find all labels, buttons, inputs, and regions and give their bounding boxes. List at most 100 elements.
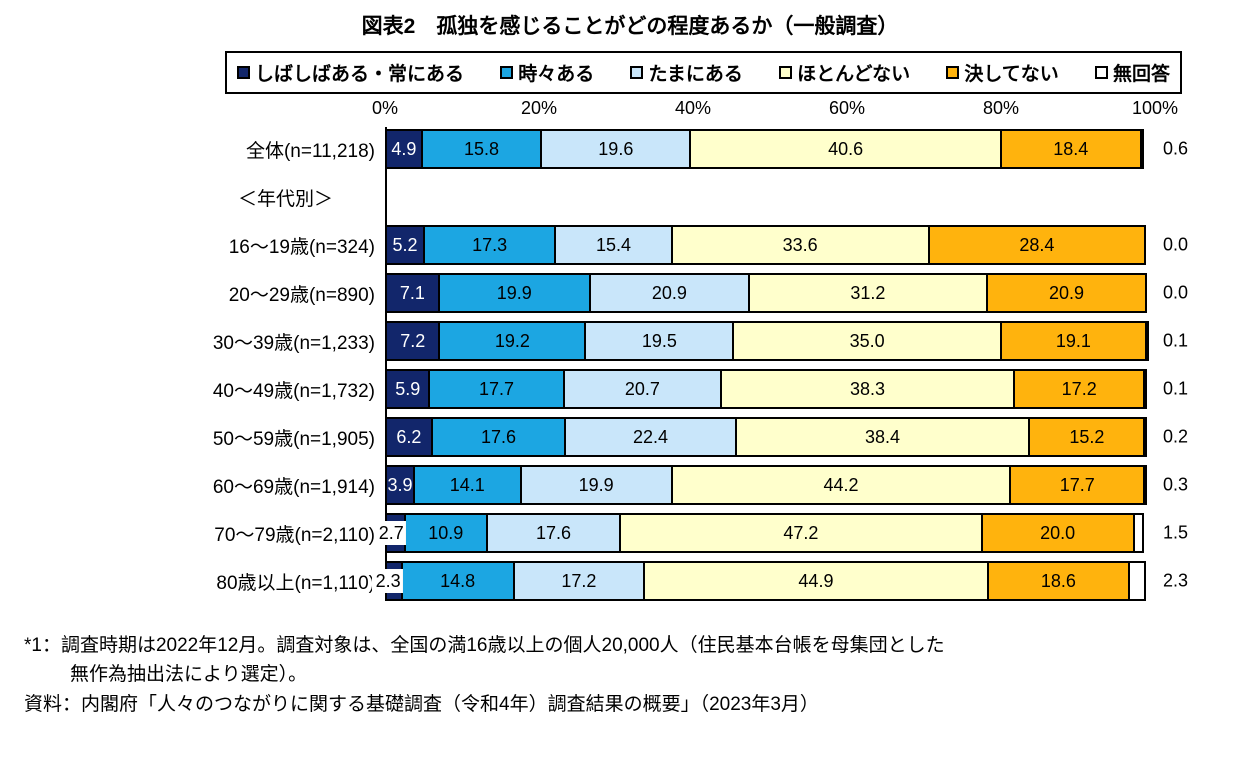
bar-segment: 20.9 (588, 273, 750, 313)
bar-segment: 5.2 (385, 225, 426, 265)
legend-label: ほとんどない (797, 64, 911, 85)
bar-segment: 20.7 (562, 369, 723, 409)
segment-value: 17.3 (472, 235, 508, 255)
bar-segment: 17.7 (1009, 465, 1146, 505)
y-axis-line (385, 127, 387, 601)
bar-segment (1144, 321, 1149, 361)
segment-value: 15.4 (596, 235, 632, 255)
legend-item: しばしばある・常にある (237, 59, 464, 86)
bar-segment (1143, 465, 1148, 505)
stacked-bar: 6.2 17.6 22.4 38.4 15.2 0.2 (385, 417, 1188, 457)
segment-value: 19.9 (578, 475, 614, 495)
stacked-bar: 5.9 17.7 20.7 38.3 17.2 0.1 (385, 369, 1188, 409)
segment-value: 0.1 (1163, 378, 1189, 399)
bar-segment: 20.0 (980, 513, 1135, 553)
segment-value: 19.6 (598, 139, 634, 159)
bar-segment: 17.6 (430, 417, 567, 457)
chart-row: 全体(n=11,218) 4.9 15.8 19.6 40.6 18.4 0.6 (0, 125, 1260, 173)
section-row: ＜年代別＞ (0, 173, 1260, 221)
bar-segment: 14.1 (413, 465, 522, 505)
x-axis-tick: 60% (828, 98, 866, 118)
segment-value: 10.9 (428, 523, 464, 543)
segment-value: 44.9 (798, 571, 834, 591)
segment-value: 22.4 (632, 427, 668, 447)
bar-segment: 19.5 (584, 321, 735, 361)
segment-value: 20.9 (651, 283, 687, 303)
bar-segment: 19.9 (437, 273, 591, 313)
bar-segment: 17.2 (1012, 369, 1146, 409)
row-label: 80歳以上(n=1,110) (216, 572, 375, 594)
segment-value: 2.7 (374, 521, 406, 545)
row-label: 50～59歳(n=1,905) (212, 428, 375, 450)
bar-segment: 10.9 (403, 513, 488, 553)
bar-segment: 38.4 (734, 417, 1031, 457)
chart-row: 80歳以上(n=1,110) 14.8 17.2 44.9 18.6 2.3 2.3 (0, 557, 1260, 605)
legend-swatch-icon (779, 66, 793, 79)
stacked-bar: 7.1 19.9 20.9 31.2 20.9 0.0 (385, 273, 1188, 313)
segment-value: 7.2 (400, 331, 426, 351)
legend-item: 時々ある (500, 59, 594, 86)
legend-swatch-icon (946, 66, 960, 79)
bar-segment: 22.4 (564, 417, 737, 457)
x-axis-tick: 80% (982, 98, 1020, 118)
stacked-bar: 3.9 14.1 19.9 44.2 17.7 0.3 (385, 465, 1188, 505)
bar-segment (1128, 561, 1146, 601)
segment-value: 20.9 (1048, 283, 1085, 303)
segment-value: 31.2 (850, 283, 886, 303)
legend-item: ほとんどない (779, 59, 910, 86)
segment-value: 35.0 (849, 331, 885, 351)
legend-label: 時々ある (518, 64, 595, 85)
bar-segment: 7.2 (385, 321, 441, 361)
legend: しばしばある・常にある 時々ある たまにある ほとんどない 決してない 無回答 (225, 51, 1182, 94)
segment-value: 17.7 (1059, 475, 1095, 495)
bar-segment: 15.8 (420, 129, 543, 169)
chart-row: 70～79歳(n=2,110) 10.9 17.6 47.2 20.0 2.7 1.5 (0, 509, 1260, 557)
stacked-bar: 5.2 17.3 15.4 33.6 28.4 0.0 (385, 225, 1188, 265)
segment-value: 18.6 (1040, 571, 1076, 591)
row-label: 30～39歳(n=1,233) (212, 332, 375, 354)
segment-value: 1.5 (1163, 522, 1189, 543)
segment-value: 5.9 (395, 379, 421, 399)
bar-segment: 44.9 (643, 561, 989, 601)
legend-item: たまにある (630, 59, 743, 86)
chart-row: 50～59歳(n=1,905) 6.2 17.6 22.4 38.4 15.2 0.2 (0, 413, 1260, 461)
segment-value: 19.1 (1055, 331, 1091, 351)
footnote-source: 資料：内閣府「人々のつながりに関する基礎調査（令和4年）調査結果の概要」（202… (24, 693, 819, 715)
segment-value: 17.2 (561, 571, 597, 591)
bar-segment: 44.2 (670, 465, 1012, 505)
segment-value: 2.3 (1163, 570, 1189, 591)
stacked-bar: 7.2 19.2 19.5 35.0 19.1 0.1 (385, 321, 1188, 361)
chart-body: 全体(n=11,218) 4.9 15.8 19.6 40.6 18.4 0.6 ＜年代別＞ 1… (0, 125, 1260, 605)
bar-segment: 28.4 (927, 225, 1147, 265)
legend-label: しばしばある・常にある (255, 64, 465, 85)
row-label: 20～29歳(n=890) (228, 284, 375, 306)
chart-row: 16～19歳(n=324) 5.2 17.3 15.4 33.6 28.4 0.0 (0, 221, 1260, 269)
segment-value: 6.2 (396, 427, 422, 447)
bar-segment: 18.4 (999, 129, 1142, 169)
segment-value: 0.2 (1163, 426, 1189, 447)
segment-value: 28.4 (1019, 235, 1055, 255)
segment-value: 20.0 (1040, 523, 1076, 543)
bar-segment: 47.2 (619, 513, 983, 553)
segment-value: 14.1 (449, 475, 485, 495)
segment-value: 15.2 (1069, 427, 1105, 447)
bar-segment: 5.9 (385, 369, 431, 409)
bar-segment: 17.6 (485, 513, 622, 553)
chart-page: 図表2 孤独を感じることがどの程度あるか（一般調査） しばしばある・常にある 時々… (0, 15, 1260, 719)
segment-value: 14.8 (440, 571, 476, 591)
bar-segment: 19.6 (540, 129, 692, 169)
footnotes: *1：調査時期は2022年12月。調査対象は、全国の満16歳以上の個人20,00… (24, 631, 1260, 719)
segment-value: 2.3 (371, 569, 403, 593)
segment-value: 0.0 (1163, 234, 1189, 255)
segment-value: 40.6 (828, 139, 864, 159)
x-axis-tick: 20% (520, 98, 558, 118)
legend-label: 決してない (964, 64, 1059, 85)
bar-segment: 4.9 (385, 129, 423, 169)
bar-segment: 3.9 (385, 465, 416, 505)
section-label: ＜年代別＞ (237, 188, 333, 210)
segment-value: 0.3 (1163, 474, 1189, 495)
bar-segment (1139, 129, 1145, 169)
stacked-bar: 4.9 15.8 19.6 40.6 18.4 0.6 (385, 129, 1188, 169)
x-axis-tick: 0% (371, 98, 399, 118)
bar-segment (1143, 369, 1148, 409)
